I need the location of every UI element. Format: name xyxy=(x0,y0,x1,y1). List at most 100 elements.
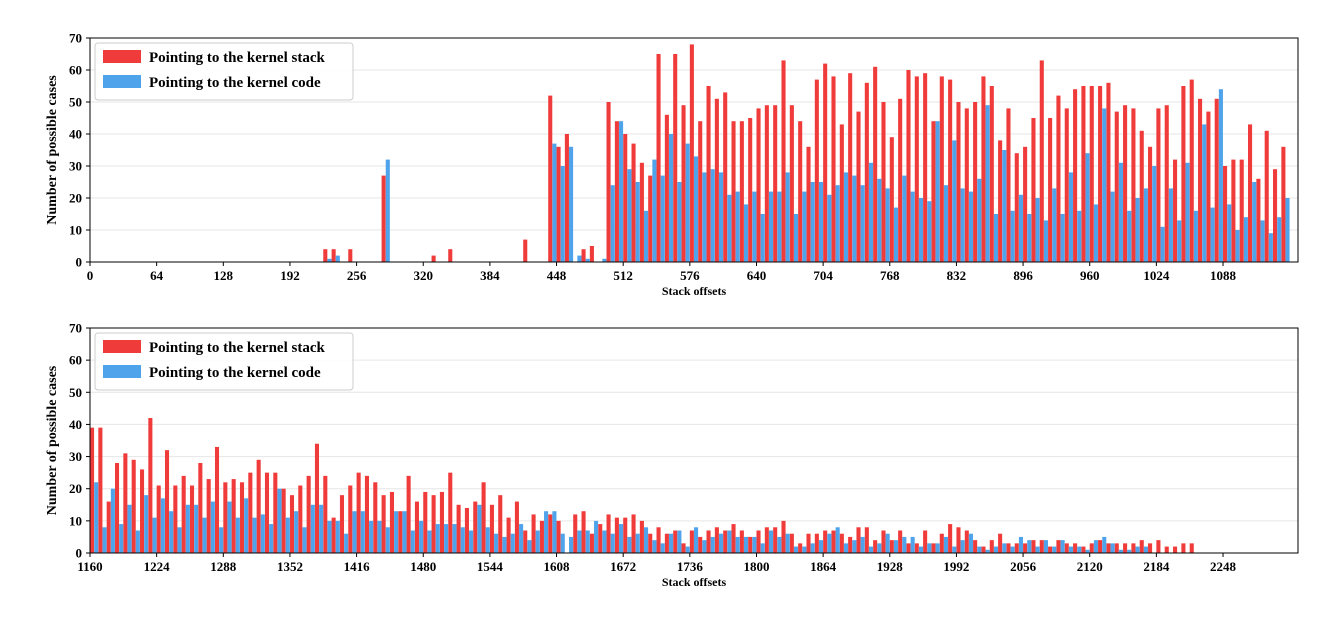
bar xyxy=(956,102,961,262)
bar xyxy=(177,527,182,553)
bar xyxy=(885,188,890,262)
bar xyxy=(731,121,736,262)
x-tick-label: 896 xyxy=(1013,268,1033,283)
bar xyxy=(427,530,432,553)
bar xyxy=(723,530,728,553)
legend-swatch xyxy=(103,50,141,63)
bar xyxy=(773,105,778,262)
legend: Pointing to the kernel stack Pointing to … xyxy=(94,42,354,101)
bar xyxy=(244,498,249,553)
bar xyxy=(552,143,557,262)
bar xyxy=(260,514,265,553)
bar xyxy=(806,146,811,262)
plot-frame xyxy=(89,37,1299,263)
bar xyxy=(214,446,220,553)
bar xyxy=(810,182,815,262)
bar xyxy=(364,475,369,553)
bar xyxy=(648,533,653,553)
bar xyxy=(1077,210,1082,262)
bar xyxy=(506,517,511,553)
bar xyxy=(1239,159,1244,262)
bar xyxy=(627,169,632,262)
bar xyxy=(935,543,940,553)
bar xyxy=(202,517,207,553)
bar xyxy=(1068,172,1073,262)
bar xyxy=(1281,146,1286,262)
y-tick-label: 0 xyxy=(76,546,83,561)
plot-frame xyxy=(89,327,1299,554)
bar xyxy=(848,73,853,262)
bar xyxy=(835,185,840,262)
bar xyxy=(252,517,257,553)
bar xyxy=(181,475,186,553)
bar xyxy=(1018,536,1023,553)
x-tick-label: 1224 xyxy=(144,559,171,574)
bar xyxy=(927,543,932,553)
bar xyxy=(781,520,786,553)
bar xyxy=(652,159,657,262)
bar xyxy=(1023,543,1028,553)
x-tick-label: 256 xyxy=(347,268,367,283)
bar xyxy=(768,530,774,553)
bar xyxy=(531,514,536,553)
bar xyxy=(939,533,944,553)
bar xyxy=(681,543,686,553)
bar xyxy=(1181,86,1186,262)
legend-box xyxy=(94,332,354,391)
bar xyxy=(560,166,565,262)
bar xyxy=(673,54,678,262)
bar xyxy=(402,511,407,553)
bar xyxy=(1256,178,1261,262)
bar xyxy=(1173,546,1178,553)
bar xyxy=(931,121,936,262)
bar xyxy=(1068,546,1073,553)
bar xyxy=(989,86,994,262)
bar xyxy=(1206,111,1211,262)
bar xyxy=(456,504,461,553)
y-tick-label: 70 xyxy=(69,321,82,336)
bar xyxy=(1285,198,1290,262)
bar xyxy=(148,418,153,553)
bar xyxy=(860,536,865,553)
bar xyxy=(1123,543,1128,553)
bar xyxy=(910,191,915,262)
bar xyxy=(598,524,603,553)
x-tick-label: 1864 xyxy=(810,559,837,574)
x-tick-label: 1024 xyxy=(1143,268,1170,283)
bar xyxy=(773,527,778,553)
bar xyxy=(806,533,811,553)
bar xyxy=(331,517,336,553)
bar xyxy=(360,511,365,553)
bar xyxy=(1073,89,1078,262)
bar xyxy=(777,536,782,553)
bar xyxy=(1002,150,1007,262)
bar xyxy=(918,198,924,262)
bar xyxy=(931,543,936,553)
bar xyxy=(1039,60,1044,263)
bar xyxy=(223,482,228,553)
y-tick-label: 50 xyxy=(69,385,82,400)
bar xyxy=(94,482,99,553)
bar xyxy=(327,258,332,262)
bar xyxy=(1056,95,1061,262)
bar xyxy=(1077,546,1082,553)
bar xyxy=(827,194,832,262)
bar xyxy=(227,501,232,553)
bar xyxy=(898,530,903,553)
x-tick-label: 2248 xyxy=(1210,559,1237,574)
bar xyxy=(1093,204,1098,262)
legend-swatch xyxy=(103,340,141,353)
bar xyxy=(652,540,657,553)
bar xyxy=(548,514,553,553)
bar xyxy=(1064,108,1069,263)
bar xyxy=(614,517,619,553)
bar xyxy=(577,530,582,553)
bar xyxy=(231,479,236,553)
bar xyxy=(594,520,599,553)
bar xyxy=(789,105,794,262)
bar xyxy=(1035,546,1040,553)
bar xyxy=(1193,210,1198,262)
bar xyxy=(110,488,115,553)
x-tick-label: 1544 xyxy=(477,559,504,574)
